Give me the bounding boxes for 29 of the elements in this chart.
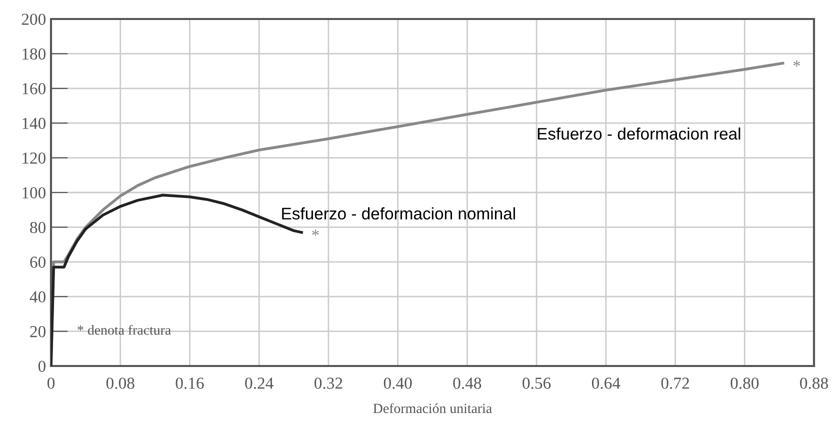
annotation: * denota fractura bbox=[78, 324, 171, 335]
y-tick-label: 200 bbox=[22, 14, 46, 25]
y-tick-label: 120 bbox=[22, 152, 46, 164]
x-axis-title: Deformación unitaria bbox=[373, 403, 492, 414]
x-tick-label: 0.08 bbox=[106, 378, 134, 389]
y-tick-label: 100 bbox=[22, 187, 46, 198]
x-tick-label: 0.88 bbox=[800, 378, 828, 389]
y-tick-label: 180 bbox=[22, 48, 46, 60]
annotation: * bbox=[793, 60, 800, 67]
y-tick-label: 140 bbox=[22, 118, 46, 130]
annotation: * bbox=[312, 230, 319, 236]
x-tick-label: 0.48 bbox=[453, 378, 482, 389]
x-tick-label: 0.24 bbox=[245, 378, 274, 389]
y-tick-label: 60 bbox=[30, 256, 46, 268]
series-label: Esfuerzo - deformacion real bbox=[538, 127, 740, 140]
x-tick-label: 0.32 bbox=[314, 378, 342, 389]
x-tick-label: 0.56 bbox=[522, 378, 551, 389]
x-tick-label: 0.16 bbox=[176, 378, 204, 389]
y-tick-label: 20 bbox=[30, 326, 46, 338]
y-tick-label: 40 bbox=[30, 291, 46, 303]
y-tick-label: 80 bbox=[30, 222, 46, 234]
y-tick-label: 0 bbox=[38, 360, 46, 372]
y-tick-label: 160 bbox=[22, 83, 46, 94]
x-tick-label: 0.80 bbox=[730, 378, 759, 389]
x-tick-label: 0.40 bbox=[384, 378, 412, 389]
x-tick-label: 0.64 bbox=[592, 378, 620, 389]
x-tick-label: 0.72 bbox=[661, 378, 689, 389]
x-tick-label: 0 bbox=[47, 378, 55, 389]
series-label: Esfuerzo - deformacion nominal bbox=[282, 207, 515, 220]
